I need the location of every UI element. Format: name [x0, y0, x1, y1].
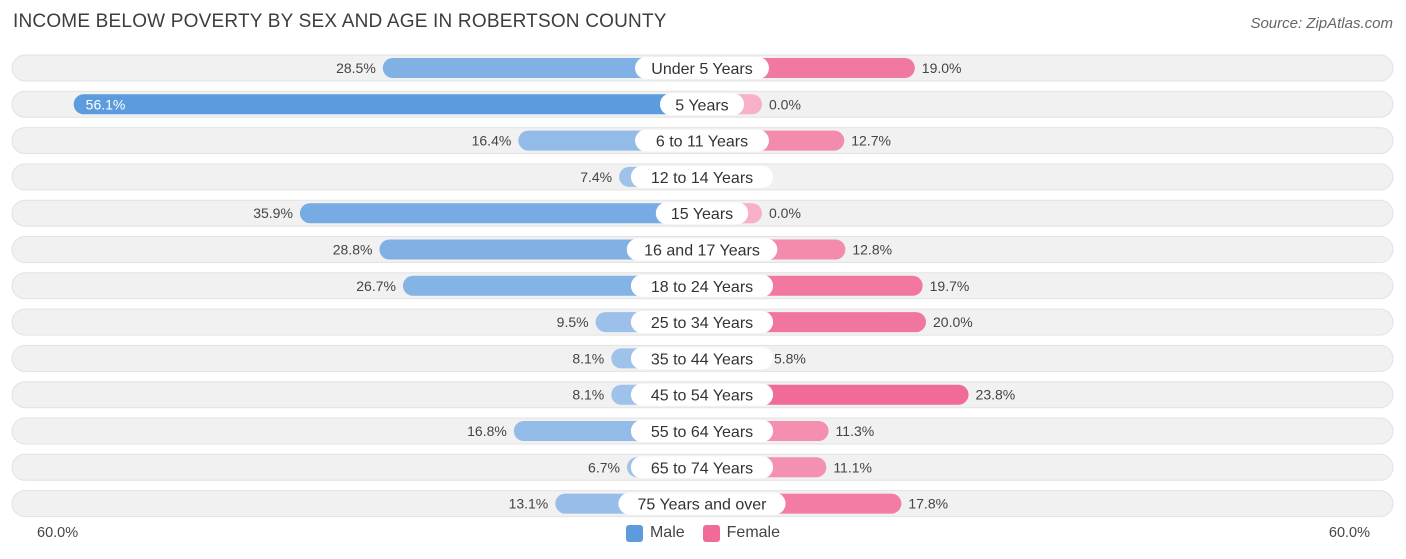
male-value-label: 8.1%	[572, 350, 604, 366]
female-value-label: 17.8%	[908, 496, 948, 512]
category-label: 18 to 24 Years	[651, 279, 753, 296]
male-value-label: 13.1%	[509, 496, 549, 512]
female-value-label: 23.8%	[976, 387, 1016, 403]
category-pill	[630, 274, 774, 297]
male-value-label: 28.8%	[333, 242, 373, 258]
male-value-label: 9.5%	[557, 314, 589, 330]
category-label: 75 Years and over	[638, 497, 768, 514]
category-label: 55 to 64 Years	[651, 424, 753, 441]
female-value-label: 12.7%	[851, 133, 891, 149]
category-label: 45 to 54 Years	[651, 388, 753, 405]
male-value-label: 35.9%	[253, 205, 293, 221]
male-value-label: 6.7%	[588, 459, 620, 475]
male-value-label: 16.8%	[467, 423, 507, 439]
legend: Male Female	[0, 524, 1406, 542]
category-label: 5 Years	[675, 97, 728, 114]
female-value-label: 5.8%	[774, 350, 806, 366]
legend-item-male: Male	[625, 524, 685, 542]
male-bar	[382, 58, 702, 78]
male-bar	[299, 203, 702, 224]
category-label: 16 and 17 Years	[644, 243, 760, 260]
male-value-label: 26.7%	[356, 278, 396, 294]
female-value-label: 19.7%	[930, 278, 970, 294]
female-value-label: 11.3%	[836, 423, 875, 439]
category-label: 15 Years	[671, 206, 733, 223]
category-label: 25 to 34 Years	[651, 315, 753, 332]
category-pill	[630, 456, 774, 479]
category-pill	[659, 93, 745, 116]
axis-right-label: 60.0%	[1328, 525, 1370, 541]
legend-label-female: Female	[726, 524, 781, 541]
axis-left-label: 60.0%	[37, 525, 79, 541]
category-label: 12 to 14 Years	[651, 170, 753, 187]
legend-label-male: Male	[649, 524, 685, 541]
category-pill	[630, 165, 774, 188]
male-value-label: 16.4%	[472, 133, 512, 149]
female-value-label: 0.0%	[769, 96, 801, 112]
male-bar	[379, 239, 702, 260]
category-label: 65 to 74 Years	[651, 460, 753, 477]
category-pill	[630, 347, 774, 370]
male-value-label: 28.5%	[336, 60, 376, 76]
legend-swatch-male	[625, 524, 643, 542]
female-value-label: 19.0%	[922, 60, 962, 76]
female-value-label: 11.1%	[833, 459, 872, 475]
male-bar	[402, 275, 702, 296]
category-label: Under 5 Years	[651, 61, 752, 78]
female-value-label: 20.0%	[933, 314, 973, 330]
source-credit: Source: ZipAtlas.com	[1250, 15, 1393, 32]
category-pill	[630, 383, 774, 406]
diverging-bar-chart: 28.5% 19.0% Under 5 Years 56.1% 0.0% 5 Years 1…	[11, 54, 1394, 518]
category-pill	[630, 420, 774, 442]
male-value-label: 8.1%	[572, 387, 604, 403]
male-bar	[73, 94, 703, 115]
category-pill	[630, 311, 774, 334]
category-pill	[618, 492, 786, 515]
category-pill	[626, 238, 778, 261]
category-pill	[655, 202, 749, 225]
female-value-label: 0.0%	[769, 205, 801, 221]
legend-item-female: Female	[702, 524, 781, 542]
category-label: 35 to 44 Years	[651, 351, 753, 368]
legend-swatch-female	[702, 524, 720, 542]
female-value-label: 12.8%	[852, 242, 892, 258]
chart-title: INCOME BELOW POVERTY BY SEX AND AGE IN R…	[13, 11, 667, 32]
category-pill	[635, 57, 769, 79]
category-pill	[635, 129, 769, 152]
male-value-label: 7.4%	[580, 169, 612, 185]
male-value-label: 56.1%	[86, 96, 126, 112]
category-label: 6 to 11 Years	[656, 134, 748, 151]
